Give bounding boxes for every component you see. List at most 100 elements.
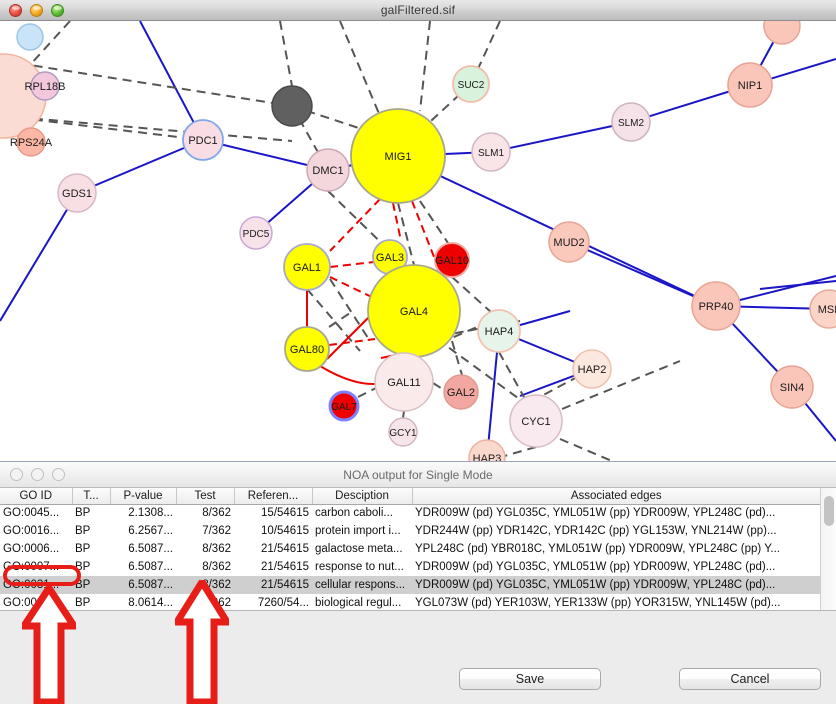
node-label-GCY1: GCY1 [389,428,417,439]
cell-associated-edges: YGL073W (pd) YER103W, YER133W (pp) YOR31… [415,597,781,609]
node-HAP3[interactable] [468,439,506,461]
column-header-pvalue[interactable]: P-value [110,488,177,505]
cell-reference: 10/54615 [261,525,309,537]
column-header-type[interactable]: T... [72,488,111,505]
noa-close-button[interactable] [10,468,23,481]
minimize-button[interactable] [30,3,43,17]
table-row[interactable]: GO:0045... BP 2.1308... 8/362 15/54615 c… [0,504,820,522]
noa-results-table-scroll[interactable]: GO ID T... P-value Test Referen... Desci… [0,488,820,610]
node-RPS24A[interactable] [16,127,46,157]
node-label-HAP3: HAP3 [473,453,502,461]
node-label-GAL1: GAL1 [293,262,321,274]
node-unlabeled-topright[interactable] [763,21,801,45]
node-PDC5[interactable] [239,216,273,250]
cell-pvalue: 8.0614... [128,597,173,609]
window-traffic-lights [9,3,64,17]
cell-associated-edges: YDR244W (pp) YDR142C, YDR142C (pp) YGL15… [415,525,777,537]
noa-results-table-wrapper: GO ID T... P-value Test Referen... Desci… [0,488,836,611]
noa-panel-title: NOA output for Single Mode [343,467,493,482]
noa-minimize-button[interactable] [31,468,44,481]
cell-test: 8/362 [202,561,231,573]
window-title: galFiltered.sif [380,3,456,17]
node-MIG1[interactable] [350,108,446,204]
table-row[interactable]: GO:0006... BP 6.5087... 8/362 21/54615 g… [0,540,820,558]
cell-type: BP [75,543,91,555]
column-header-go-id[interactable]: GO ID [0,488,73,505]
node-GDS1[interactable] [57,173,97,213]
table-row[interactable]: GO:0007... BP 6.5087... 8/362 21/54615 r… [0,558,820,576]
node-label-SIN4: SIN4 [780,382,804,394]
noa-traffic-lights [10,468,65,481]
node-GAL10[interactable] [434,242,470,278]
node-SLM2[interactable] [611,102,651,142]
table-row-selected[interactable]: GO:0031... BP 6.5087... 8/362 21/54615 c… [0,576,820,594]
dialog-button-bar: Save Cancel [0,611,836,704]
column-header-test[interactable]: Test [176,488,235,505]
node-label-HAP4: HAP4 [485,326,514,338]
node-MUD2[interactable] [548,221,590,263]
cancel-button[interactable]: Cancel [679,668,821,690]
node-GAL2[interactable] [443,374,479,410]
node-label-SLM2: SLM2 [618,118,645,129]
node-unlabeled-gray[interactable] [271,85,313,127]
cell-reference: 21/54615 [261,543,309,555]
node-GAL7[interactable] [328,390,360,422]
node-label-MUD2: MUD2 [553,237,584,249]
noa-titlebar: NOA output for Single Mode [0,462,836,488]
window-titlebar: galFiltered.sif [0,0,836,21]
node-CYC1[interactable] [509,394,563,448]
node-SIN4[interactable] [770,365,814,409]
node-GAL1[interactable] [283,243,331,291]
cell-test: 8/362 [202,507,231,520]
node-MSL[interactable] [809,289,836,329]
cell-test: 94/362 [195,597,231,609]
noa-output-panel: NOA output for Single Mode GO ID T... P-… [0,461,836,704]
node-GAL11[interactable] [374,352,434,412]
save-button[interactable]: Save [459,668,601,690]
node-SLM1[interactable] [471,132,511,172]
cell-type: BP [75,507,91,520]
cell-description: protein import i... [315,525,401,537]
table-row[interactable]: GO:0065... BP 8.0614... 94/362 7260/54..… [0,594,820,610]
cell-reference: 21/54615 [261,561,309,573]
node-label-GAL11: GAL11 [387,377,420,389]
cell-test: 8/362 [202,543,231,555]
node-RPL18B[interactable] [30,71,60,101]
cell-associated-edges: YPL248C (pd) YBR018C, YML051W (pp) YDR00… [415,543,781,555]
cell-type: BP [72,576,110,594]
node-unlabeled-topleft[interactable] [16,23,44,51]
network-canvas[interactable]: RPL18B RPS24A GDS1 PDC1 PDC5 DMC1 MIG1 S… [0,21,836,461]
column-header-description[interactable]: Desciption [312,488,413,505]
scrollbar-thumb[interactable] [824,496,834,526]
node-PDC1[interactable] [182,119,224,161]
node-DMC1[interactable] [306,148,350,192]
node-label-SUC2: SUC2 [458,80,485,91]
node-GCY1[interactable] [388,417,418,447]
cell-go-id: GO:0006... [3,543,60,555]
node-label-CYC1: CYC1 [521,416,550,428]
close-button[interactable] [9,3,22,17]
cell-reference: 21/54615 [234,576,312,594]
zoom-button[interactable] [51,3,64,17]
table-row[interactable]: GO:0016... BP 6.2567... 7/362 10/54615 p… [0,522,820,540]
cell-pvalue: 2.1308... [128,507,173,520]
network-nodes: RPL18B RPS24A GDS1 PDC1 PDC5 DMC1 MIG1 S… [0,21,836,461]
cell-go-id: GO:0031... [0,576,72,594]
table-vertical-scrollbar[interactable] [820,488,836,610]
node-GAL80[interactable] [284,326,330,372]
node-HAP2[interactable] [572,349,612,389]
column-header-reference[interactable]: Referen... [234,488,313,505]
column-header-associated-edges[interactable]: Associated edges [412,488,820,505]
noa-zoom-button[interactable] [52,468,65,481]
cell-description: galactose meta... [315,543,403,555]
node-NIP1[interactable] [727,62,773,108]
node-label-PDC1: PDC1 [188,135,217,147]
node-PRP40[interactable] [691,281,741,331]
node-label-MSL: MSL [818,304,836,316]
node-SUC2[interactable] [452,65,490,103]
cell-reference: 15/54615 [261,507,309,520]
node-label-MIG1: MIG1 [385,151,412,163]
node-HAP4[interactable] [477,309,521,353]
cell-go-id: GO:0016... [3,525,60,537]
cell-go-id: GO:0065... [3,597,60,609]
